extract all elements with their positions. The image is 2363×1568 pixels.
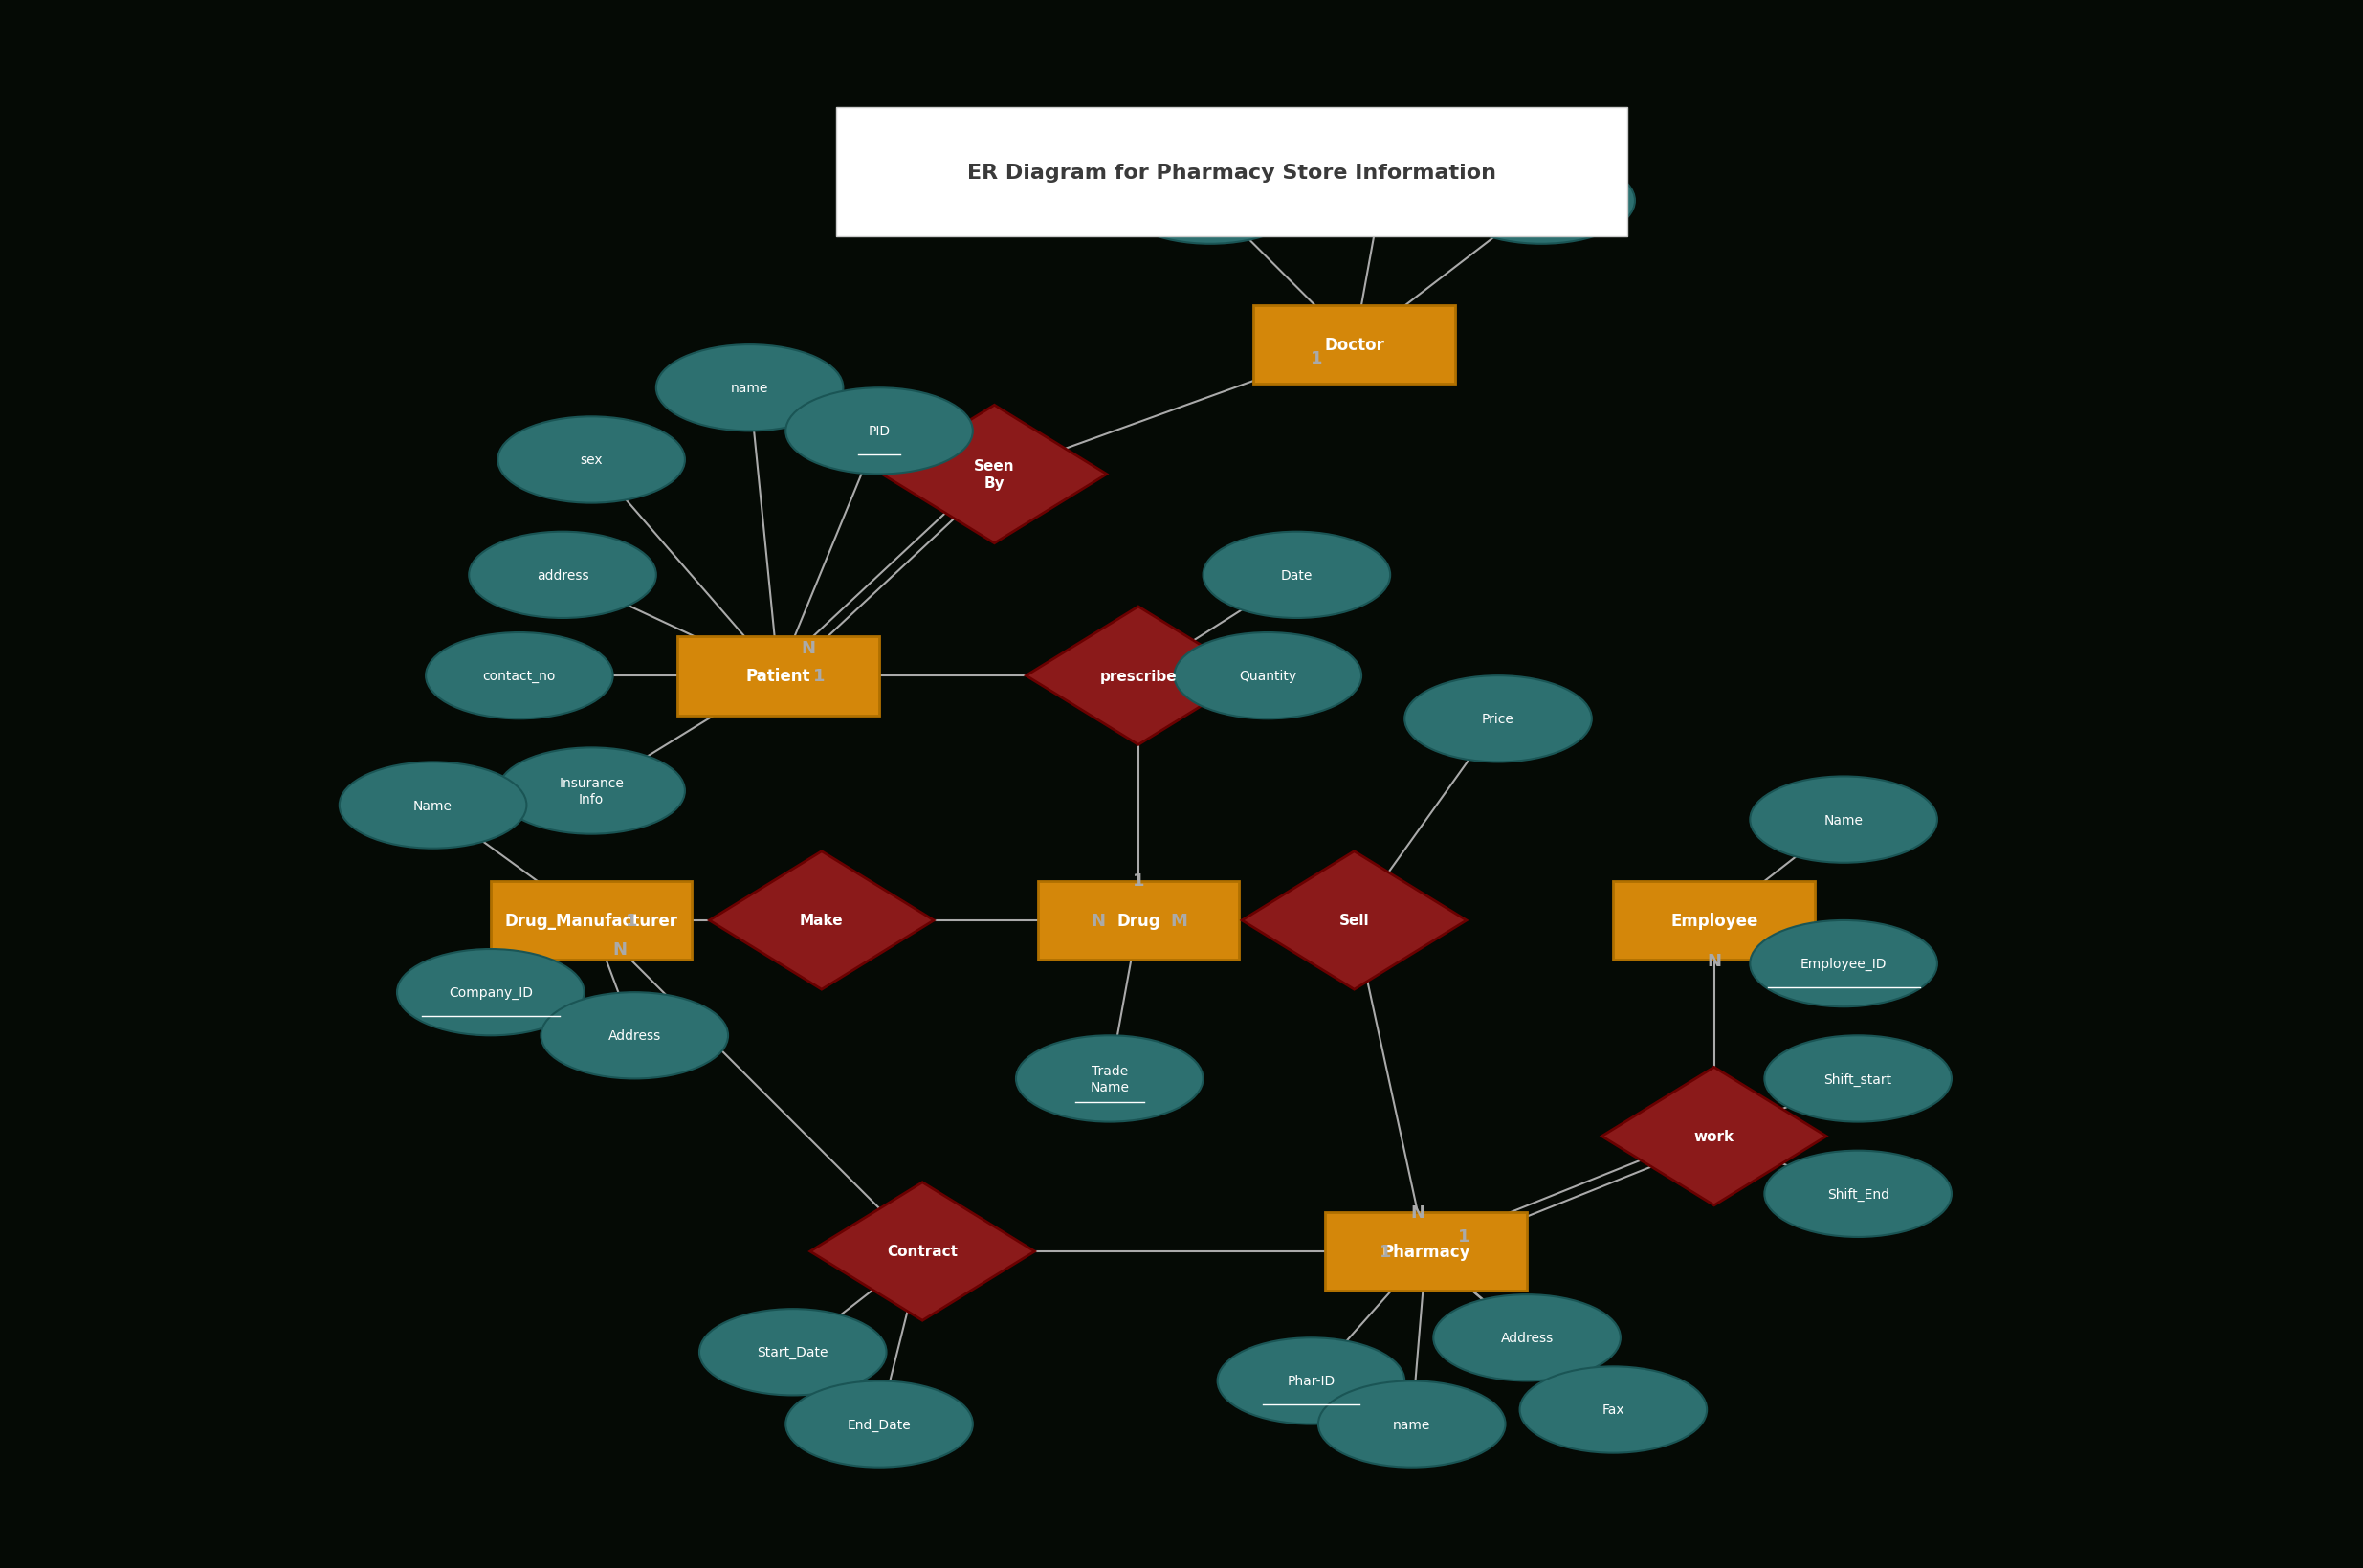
Text: address: address (536, 569, 588, 582)
Polygon shape (1602, 1068, 1827, 1206)
Text: M: M (1170, 913, 1186, 930)
Ellipse shape (1174, 633, 1361, 720)
Polygon shape (811, 1182, 1035, 1320)
Text: Insurance
Info: Insurance Info (560, 776, 624, 806)
Text: PID: PID (867, 425, 891, 437)
Text: 1: 1 (1132, 872, 1144, 889)
Text: sex: sex (579, 453, 603, 467)
Text: Contract: Contract (886, 1245, 957, 1259)
FancyBboxPatch shape (678, 637, 879, 715)
Polygon shape (1243, 851, 1467, 989)
Polygon shape (1026, 607, 1250, 745)
Text: Address: Address (1501, 1331, 1552, 1344)
Text: Employee: Employee (1671, 913, 1758, 930)
Ellipse shape (541, 993, 728, 1079)
Ellipse shape (1765, 1036, 1952, 1123)
Text: 1: 1 (1458, 1228, 1470, 1245)
Ellipse shape (657, 345, 844, 431)
Text: contact_no: contact_no (482, 670, 555, 682)
Ellipse shape (1118, 158, 1304, 245)
Text: Employee_ID: Employee_ID (1801, 956, 1888, 971)
Text: 1: 1 (1380, 1243, 1392, 1261)
Text: name: name (1392, 1417, 1430, 1432)
Ellipse shape (499, 748, 685, 834)
Ellipse shape (1449, 158, 1635, 245)
Text: Quantity: Quantity (1238, 670, 1297, 682)
Text: Price: Price (1482, 712, 1515, 726)
Text: ER Diagram for Pharmacy Store Information: ER Diagram for Pharmacy Store Informatio… (966, 163, 1496, 182)
Text: End_Date: End_Date (848, 1417, 912, 1432)
Text: Phys.ID: Phys.ID (1517, 194, 1567, 209)
Text: N: N (1411, 1204, 1425, 1221)
Text: Address: Address (607, 1029, 662, 1043)
Ellipse shape (468, 532, 657, 618)
FancyBboxPatch shape (1037, 881, 1238, 960)
Text: N: N (1092, 913, 1106, 930)
Ellipse shape (699, 1309, 886, 1396)
Polygon shape (881, 406, 1106, 544)
Text: Pharmacy: Pharmacy (1382, 1243, 1470, 1261)
FancyBboxPatch shape (492, 881, 692, 960)
FancyBboxPatch shape (1326, 1212, 1526, 1290)
Text: Trade
Name: Trade Name (1089, 1065, 1130, 1093)
Text: speciality: speciality (1352, 180, 1415, 194)
Ellipse shape (1765, 1151, 1952, 1237)
Ellipse shape (785, 389, 974, 475)
Text: Name: Name (1824, 814, 1864, 826)
Text: N: N (612, 941, 626, 958)
Text: Drug_Manufacturer: Drug_Manufacturer (506, 913, 678, 930)
Text: name: name (730, 381, 768, 395)
Polygon shape (709, 851, 933, 989)
Text: 1: 1 (813, 668, 825, 685)
Text: Fax: Fax (1602, 1403, 1626, 1416)
Ellipse shape (499, 417, 685, 503)
Text: D_name: D_name (1184, 194, 1238, 209)
Ellipse shape (1519, 1367, 1706, 1454)
Ellipse shape (1751, 920, 1938, 1007)
Ellipse shape (1290, 144, 1477, 230)
Text: N: N (1706, 952, 1720, 969)
Text: Phar-ID: Phar-ID (1288, 1374, 1335, 1388)
Ellipse shape (1434, 1295, 1621, 1381)
Text: Drug: Drug (1115, 913, 1160, 930)
Text: 1: 1 (626, 913, 638, 930)
Ellipse shape (1217, 1338, 1404, 1424)
Text: work: work (1694, 1129, 1734, 1143)
Ellipse shape (397, 950, 584, 1036)
Text: Seen
By: Seen By (974, 459, 1014, 491)
Text: Shift_End: Shift_End (1827, 1187, 1888, 1201)
Text: N: N (801, 640, 815, 657)
Text: Date: Date (1281, 569, 1311, 582)
Text: Name: Name (414, 798, 454, 812)
Text: 1: 1 (1311, 350, 1323, 367)
Ellipse shape (1751, 776, 1938, 862)
Text: prescribe: prescribe (1099, 670, 1177, 684)
Ellipse shape (1404, 676, 1593, 762)
Ellipse shape (1016, 1036, 1203, 1123)
Text: Patient: Patient (747, 668, 811, 685)
FancyBboxPatch shape (1614, 881, 1815, 960)
Ellipse shape (425, 633, 612, 720)
Text: Start_Date: Start_Date (756, 1345, 829, 1359)
Text: Make: Make (799, 914, 844, 928)
Ellipse shape (340, 762, 527, 848)
Ellipse shape (1319, 1381, 1505, 1468)
FancyBboxPatch shape (837, 108, 1628, 237)
Text: Company_ID: Company_ID (449, 986, 532, 999)
Text: Doctor: Doctor (1323, 337, 1385, 354)
Ellipse shape (785, 1381, 974, 1468)
Text: Shift_start: Shift_start (1824, 1073, 1893, 1085)
Ellipse shape (1203, 532, 1389, 618)
FancyBboxPatch shape (1252, 306, 1456, 384)
Text: Sell: Sell (1340, 914, 1368, 928)
